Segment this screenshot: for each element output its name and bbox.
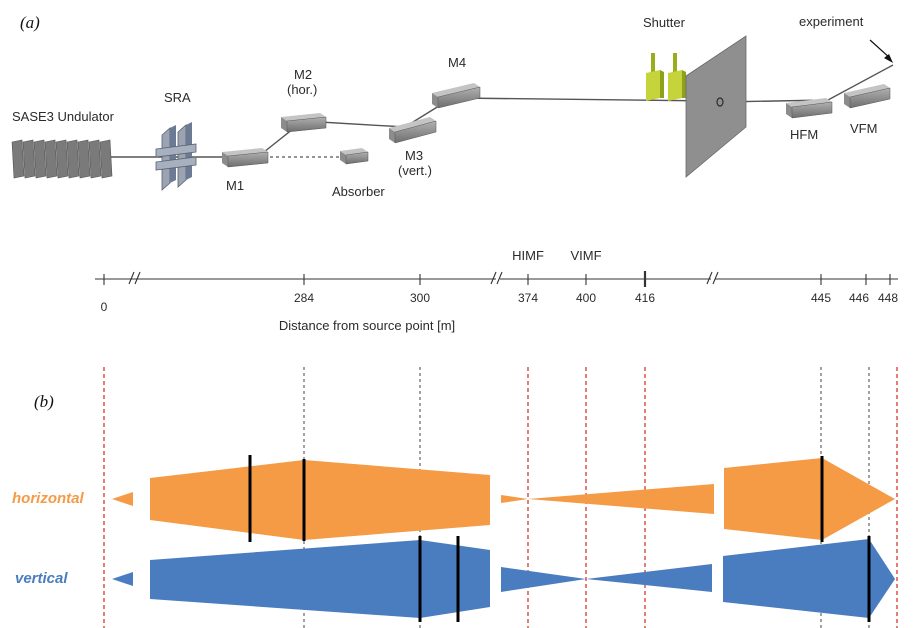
horizontal-beam-markers — [248, 455, 824, 542]
tick-label: 400 — [576, 291, 596, 305]
m2-label: M2 — [294, 67, 312, 82]
absorber — [340, 148, 369, 165]
mirror-hfm — [786, 98, 833, 119]
panel-a-label: (a) — [20, 13, 40, 32]
hfm-label: HFM — [790, 127, 818, 142]
shutter — [646, 53, 686, 101]
mirror-vfm — [844, 84, 891, 109]
m3-label: M3 — [405, 148, 423, 163]
undulator-label: SASE3 Undulator — [12, 109, 115, 124]
vertical-label: vertical — [15, 570, 68, 587]
tick-label: 284 — [294, 291, 314, 305]
mirror-m4 — [432, 83, 481, 109]
distance-axis — [95, 271, 898, 287]
shutter-label: Shutter — [643, 15, 686, 30]
panel-b-label: (b) — [34, 392, 54, 411]
vimf-label: VIMF — [570, 248, 601, 263]
axis-title: Distance from source point [m] — [279, 318, 455, 333]
tick-label: 445 — [811, 291, 831, 305]
undulator — [11, 139, 113, 179]
tick-label: 448 — [878, 291, 898, 305]
horizontal-beam-profile — [112, 458, 895, 540]
experiment-label: experiment — [799, 14, 864, 29]
screen-plate — [685, 35, 747, 178]
m1-label: M1 — [226, 178, 244, 193]
horizontal-label: horizontal — [12, 490, 84, 507]
m4-label: M4 — [448, 55, 466, 70]
tick-label: 374 — [518, 291, 538, 305]
tick-label: 300 — [410, 291, 430, 305]
vertical-beam-markers — [418, 536, 871, 622]
tick-label: 446 — [849, 291, 869, 305]
sra-label: SRA — [164, 90, 191, 105]
mirror-m1 — [222, 148, 269, 168]
mirror-m2 — [281, 113, 327, 133]
vertical-beam-profile — [112, 539, 895, 618]
beam-path — [110, 64, 894, 158]
m2-sublabel: (hor.) — [287, 82, 317, 97]
experiment-arrow — [869, 39, 893, 63]
mirror-m3 — [389, 117, 437, 144]
absorber-label: Absorber — [332, 184, 385, 199]
tick-label: 416 — [635, 291, 655, 305]
tick-label: 0 — [101, 300, 108, 314]
vfm-label: VFM — [850, 121, 877, 136]
sra-slits — [155, 122, 197, 191]
m3-sublabel: (vert.) — [398, 163, 432, 178]
himf-label: HIMF — [512, 248, 544, 263]
